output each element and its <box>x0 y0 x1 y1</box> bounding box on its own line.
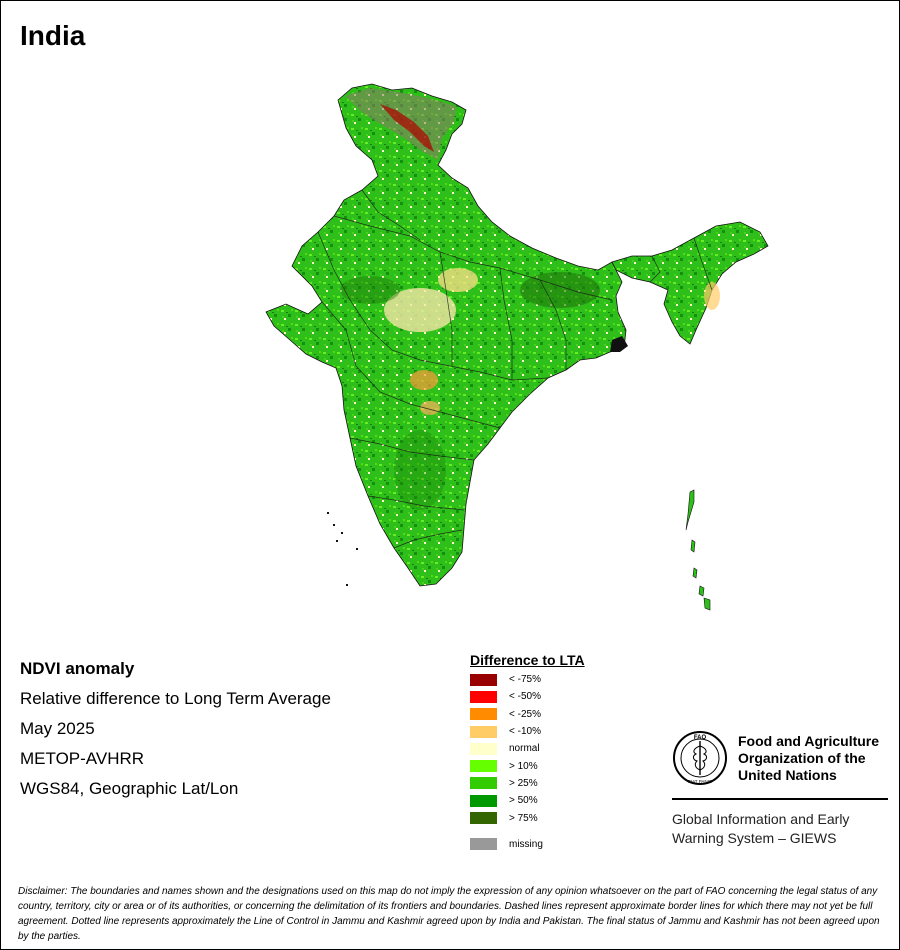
disclaimer: Disclaimer: The boundaries and names sho… <box>18 886 880 942</box>
map-title: India <box>20 20 86 51</box>
legend-label: > 50% <box>509 795 538 807</box>
legend-item: < -25% <box>470 706 585 723</box>
organization-block: FAO FIAT PANIS Food and Agriculture Orga… <box>672 730 888 848</box>
legend-item: < -50% <box>470 688 585 705</box>
central-dark-green <box>340 276 400 304</box>
legend-label: < -25% <box>509 708 541 720</box>
giews-line: Warning System – GIEWS <box>672 830 837 846</box>
divider <box>672 798 888 800</box>
legend-swatch-missing <box>470 838 497 851</box>
fao-logo-icon: FAO FIAT PANIS <box>673 731 727 785</box>
central-normal-patch <box>438 268 478 292</box>
giews-label: Global Information and Early Warning Sys… <box>672 810 888 848</box>
organization-name-line: United Nations <box>738 766 837 783</box>
legend-swatch <box>470 760 497 773</box>
legend-item: > 50% <box>470 792 585 809</box>
legend-label-missing: missing <box>509 838 543 850</box>
legend-label: < -10% <box>509 726 541 738</box>
legend-swatch <box>470 812 497 825</box>
india-northeast-region <box>611 221 769 345</box>
andaman-nicobar-islands <box>685 489 711 611</box>
legend-item: > 25% <box>470 775 585 792</box>
state-boundaries <box>317 189 713 549</box>
legend-swatch <box>470 725 497 738</box>
gangetic-dark-green <box>520 272 600 308</box>
legend-title: Difference to LTA <box>470 652 585 668</box>
legend-label: > 75% <box>509 812 538 824</box>
legend-item: > 10% <box>470 757 585 774</box>
legend-swatch <box>470 777 497 790</box>
deccan-dry-patch <box>420 401 440 415</box>
legend-label: > 10% <box>509 760 538 772</box>
product-description: Relative difference to Long Term Average <box>20 689 331 708</box>
india-ndvi-map <box>265 83 769 611</box>
legend-swatch <box>470 794 497 807</box>
svg-text:FIAT PANIS: FIAT PANIS <box>688 779 712 784</box>
legend: Difference to LTA < -75% < -50% < -25% < -1… <box>470 652 585 853</box>
india-mainland-region <box>265 83 627 587</box>
legend-swatch <box>470 742 497 755</box>
sensor-name: METOP-AVHRR <box>20 749 145 768</box>
legend-label: < -75% <box>509 674 541 686</box>
legend-item: normal <box>470 740 585 757</box>
giews-line: Global Information and Early <box>672 811 850 827</box>
map-info: NDVI anomaly Relative difference to Long… <box>20 654 331 804</box>
legend-label: normal <box>509 743 540 755</box>
organization-name: Food and Agriculture Organization of the… <box>738 733 879 784</box>
northeast-dry-patch <box>704 282 720 310</box>
legend-item: > 75% <box>470 809 585 826</box>
lakshadweep-islands <box>327 512 358 586</box>
deccan-dry-patch <box>410 370 438 390</box>
legend-items: < -75% < -50% < -25% < -10% normal > 10% > 25%… <box>470 671 585 827</box>
projection-name: WGS84, Geographic Lat/Lon <box>20 779 239 798</box>
legend-label: < -50% <box>509 691 541 703</box>
legend-label: > 25% <box>509 777 538 789</box>
legend-swatch <box>470 673 497 686</box>
central-normal-patch <box>384 288 456 332</box>
legend-item-missing: missing <box>470 836 585 853</box>
svg-text:FAO: FAO <box>694 735 707 741</box>
legend-item: < -10% <box>470 723 585 740</box>
product-name: NDVI anomaly <box>20 659 135 678</box>
organization-name-line: Organization of the <box>738 749 866 766</box>
south-dark-green <box>394 430 446 510</box>
legend-swatch <box>470 690 497 703</box>
himalaya-red-anomaly <box>380 104 434 152</box>
product-date: May 2025 <box>20 719 95 738</box>
sundarbans-dark-area <box>610 336 628 352</box>
legend-swatch <box>470 708 497 721</box>
organization-name-line: Food and Agriculture <box>738 732 880 749</box>
legend-item: < -75% <box>470 671 585 688</box>
